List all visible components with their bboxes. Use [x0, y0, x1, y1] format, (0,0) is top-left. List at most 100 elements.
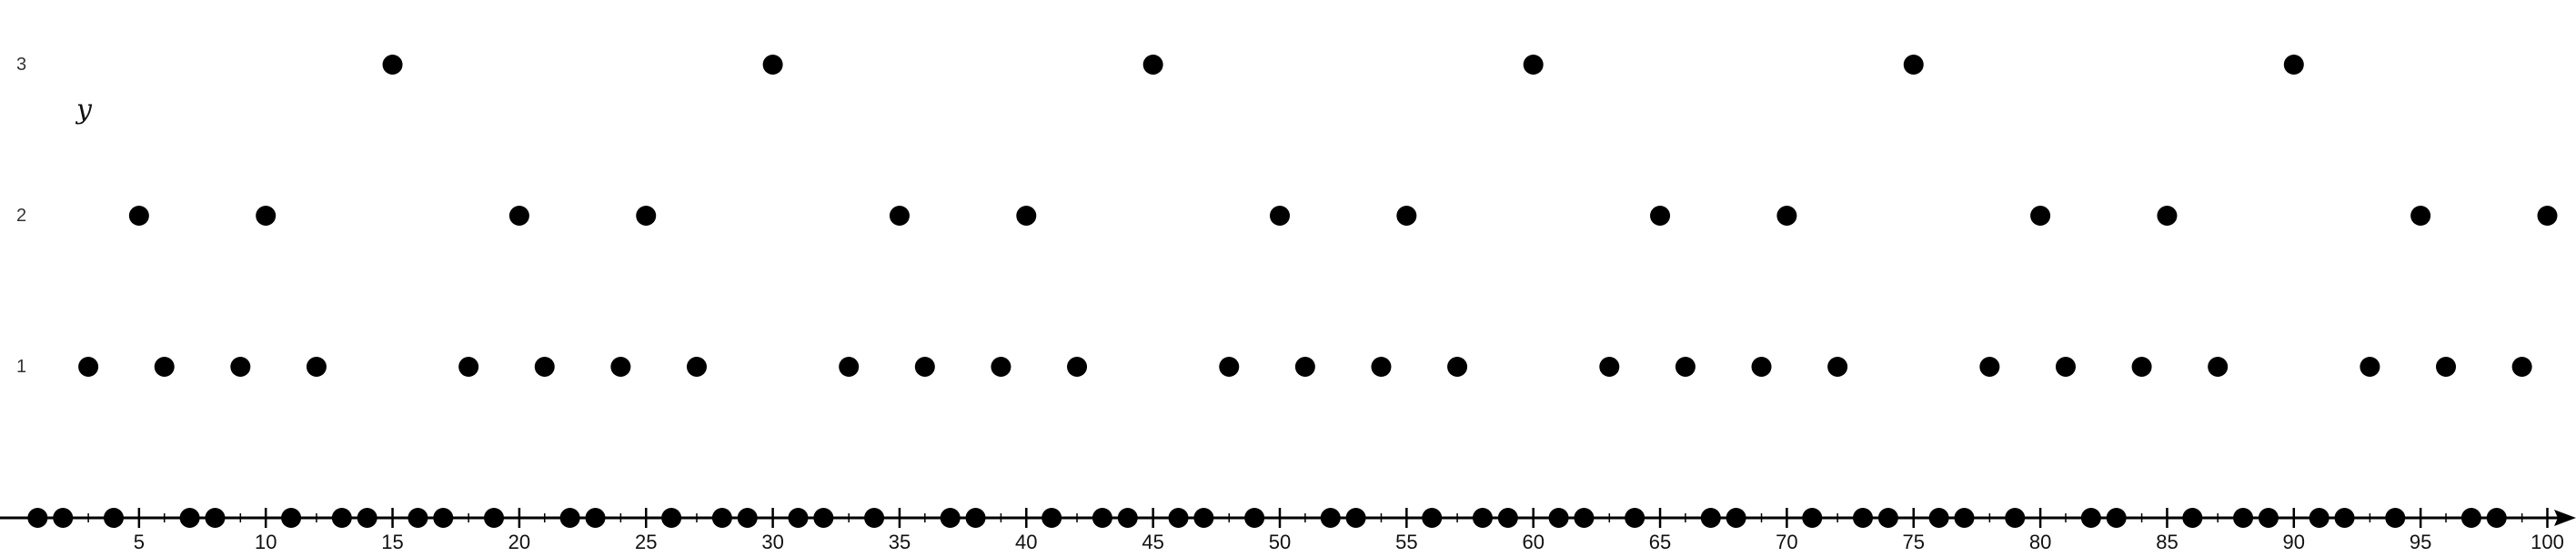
data-point: [331, 508, 352, 528]
data-point: [1827, 357, 1848, 377]
data-point: [2208, 357, 2229, 377]
data-point: [839, 357, 860, 377]
x-axis-arrow: [2554, 510, 2576, 526]
y-level-label-1: 1: [16, 357, 26, 377]
data-point: [2030, 206, 2051, 226]
x-tick-label: 20: [508, 531, 530, 553]
data-point: [762, 55, 783, 75]
y-level-label-3: 3: [16, 55, 26, 75]
data-point: [53, 508, 74, 528]
data-point: [154, 357, 175, 377]
data-point: [610, 357, 631, 377]
data-point: [1954, 508, 1975, 528]
data-point: [661, 508, 682, 528]
data-point: [1802, 508, 1823, 528]
data-point: [864, 508, 885, 528]
x-tick-labels: 5 10 15 20 25 30 35 40 45 50 55 60 65 70 75 80 85 90 95 100: [134, 531, 2564, 553]
data-point: [256, 206, 277, 226]
data-point: [1650, 206, 1671, 226]
data-point: [2131, 357, 2152, 377]
x-tick-label: 55: [1395, 531, 1417, 553]
data-point: [788, 508, 809, 528]
data-point: [1497, 508, 1518, 528]
data-point: [914, 357, 935, 377]
data-point: [357, 508, 377, 528]
data-point: [2283, 55, 2304, 75]
x-tick-label: 25: [635, 531, 657, 553]
data-point: [205, 508, 226, 528]
data-point: [1472, 508, 1493, 528]
x-tick-label: 15: [381, 531, 403, 553]
data-point: [813, 508, 834, 528]
x-tick-label: 45: [1142, 531, 1163, 553]
data-point: [2055, 357, 2076, 377]
data-point: [2334, 508, 2355, 528]
data-point: [1193, 508, 1214, 528]
data-point: [1928, 508, 1949, 528]
x-tick-label: 100: [2531, 531, 2564, 553]
data-point: [2360, 357, 2380, 377]
x-tick-label: 10: [255, 531, 277, 553]
data-point: [1219, 357, 1240, 377]
data-point: [1903, 55, 1924, 75]
data-point: [1700, 508, 1721, 528]
data-point: [2309, 508, 2329, 528]
y-level-labels: 1 2 3: [16, 55, 26, 377]
data-point: [103, 508, 124, 528]
data-point: [2410, 206, 2431, 226]
data-point: [1244, 508, 1265, 528]
data-point: [1625, 508, 1645, 528]
data-point: [1320, 508, 1341, 528]
data-point: [1396, 206, 1417, 226]
data-point: [991, 357, 1011, 377]
data-point: [230, 357, 251, 377]
data-point: [585, 508, 606, 528]
y-axis-label: y: [75, 94, 93, 126]
data-point: [636, 206, 657, 226]
data-point: [1016, 206, 1037, 226]
data-point: [128, 206, 149, 226]
data-point: [2385, 508, 2406, 528]
data-point: [534, 357, 555, 377]
data-point: [458, 357, 479, 377]
data-point: [2106, 508, 2127, 528]
data-point: [27, 508, 48, 528]
data-point: [2182, 508, 2203, 528]
data-point: [1853, 508, 1874, 528]
data-point: [1599, 357, 1620, 377]
x-tick-label: 90: [2283, 531, 2305, 553]
data-point: [408, 508, 428, 528]
x-tick-label: 40: [1015, 531, 1037, 553]
data-point: [2511, 357, 2532, 377]
data-point: [1675, 357, 1696, 377]
data-point: [1067, 357, 1088, 377]
data-point: [179, 508, 200, 528]
data-point: [965, 508, 986, 528]
data-point: [1142, 55, 1163, 75]
data-point: [1294, 357, 1315, 377]
data-point: [1877, 508, 1898, 528]
x-tick-label: 85: [2156, 531, 2178, 553]
data-point: [1726, 508, 1746, 528]
data-point: [686, 357, 707, 377]
data-point: [2233, 508, 2254, 528]
data-point: [1776, 206, 1797, 226]
x-tick-label: 30: [761, 531, 783, 553]
data-point: [2460, 508, 2481, 528]
data-point: [1092, 508, 1112, 528]
data-point: [1447, 357, 1468, 377]
data-point: [2537, 206, 2558, 226]
data-point: [1371, 357, 1392, 377]
x-tick-label: 80: [2029, 531, 2051, 553]
x-tick-label: 75: [1903, 531, 1925, 553]
data-point: [2258, 508, 2279, 528]
data-point: [1574, 508, 1595, 528]
x-tick-label: 35: [889, 531, 911, 553]
x-tick-label: 70: [1776, 531, 1797, 553]
data-point: [1548, 508, 1569, 528]
data-point: [2157, 206, 2178, 226]
data-point: [281, 508, 302, 528]
data-point: [2486, 508, 2507, 528]
y-level-label-2: 2: [16, 206, 26, 226]
